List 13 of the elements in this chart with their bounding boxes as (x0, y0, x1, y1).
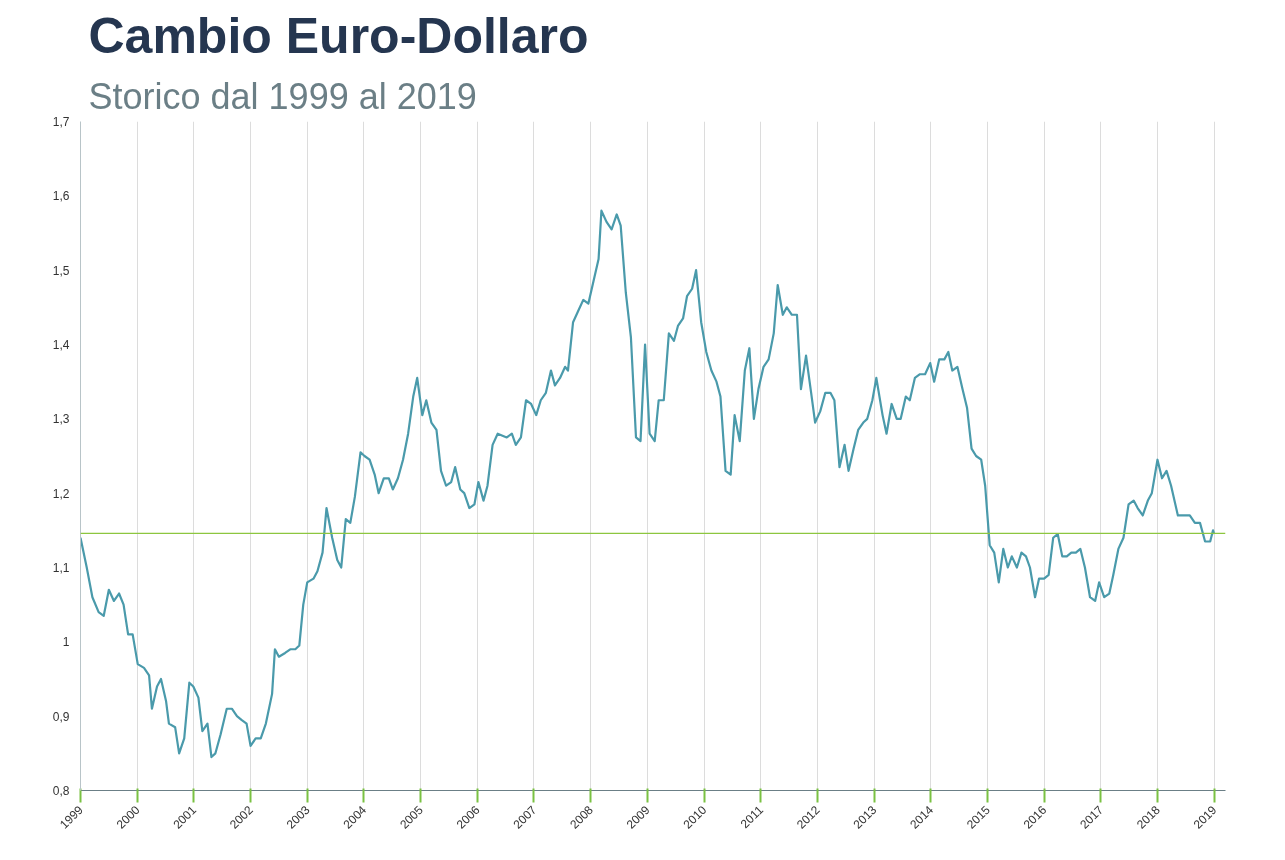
line-series (80, 209, 1216, 759)
y-tick-label: 1,4 (52, 338, 70, 352)
y-tick-label: 1,7 (52, 115, 70, 129)
y-tick-label: 1,2 (52, 486, 70, 501)
y-tick-label: 1,5 (52, 263, 70, 278)
chart-title: Cambio Euro-Dollaro (88, 7, 589, 64)
y-tick-label: 1,1 (52, 561, 70, 575)
y-tick-label: 1,3 (52, 412, 70, 427)
y-tick-label: 0,8 (52, 784, 70, 798)
y-tick-label: 1,6 (52, 189, 70, 204)
y-tick-label: 0,9 (52, 709, 70, 724)
chart-subtitle: Storico dal 1999 al 2019 (88, 75, 477, 117)
y-tick-label: 1 (62, 635, 70, 650)
